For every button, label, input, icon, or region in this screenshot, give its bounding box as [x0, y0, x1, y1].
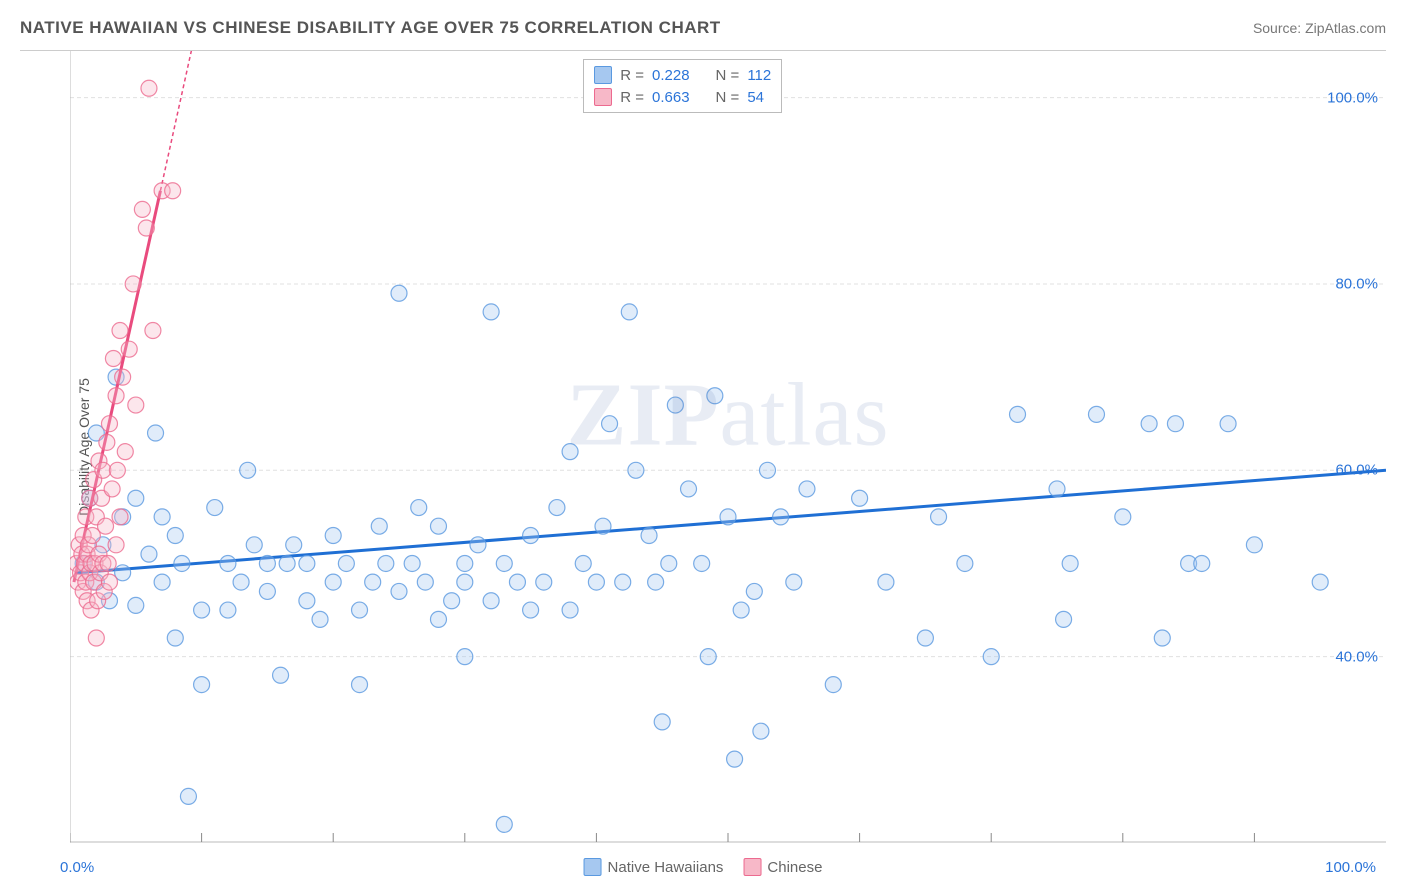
- y-tick-label: 80.0%: [1335, 275, 1378, 292]
- legend-label: Chinese: [767, 859, 822, 876]
- r-label: R =: [620, 67, 644, 84]
- correlation-row-native_hawaiians: R = 0.228 N = 112: [594, 64, 771, 86]
- chart-title: NATIVE HAWAIIAN VS CHINESE DISABILITY AG…: [20, 18, 721, 38]
- swatch-icon: [584, 858, 602, 876]
- n-label: N =: [716, 89, 740, 106]
- source-label: Source:: [1253, 20, 1305, 36]
- plot-area: ZIPatlas R =0.228N =112R =0.663N =54 40.…: [70, 51, 1386, 842]
- swatch-icon: [743, 858, 761, 876]
- x-axis-bar: 0.0% Native Hawaiians Chinese 100.0%: [20, 852, 1386, 882]
- correlation-row-chinese: R = 0.663 N = 54: [594, 86, 771, 108]
- r-label: R =: [620, 89, 644, 106]
- source-value: ZipAtlas.com: [1305, 20, 1386, 36]
- y-tick-label: 60.0%: [1335, 462, 1378, 479]
- swatch-icon: [594, 66, 612, 84]
- scatter-svg: [70, 51, 1386, 843]
- n-value: 112: [747, 67, 771, 84]
- x-axis-min-label: 0.0%: [60, 859, 94, 876]
- y-tick-label: 40.0%: [1335, 648, 1378, 665]
- legend-item-native_hawaiians: Native Hawaiians: [584, 858, 724, 876]
- x-axis-max-label: 100.0%: [1325, 859, 1376, 876]
- chart-area: Disability Age Over 75 ZIPatlas R =0.228…: [20, 50, 1386, 842]
- legend-item-chinese: Chinese: [743, 858, 822, 876]
- n-label: N =: [716, 67, 740, 84]
- correlation-legend: R = 0.228 N = 112 R = 0.663 N = 54: [583, 59, 782, 113]
- n-value: 54: [747, 89, 764, 106]
- source-attribution: Source: ZipAtlas.com: [1253, 20, 1386, 36]
- r-value: 0.228: [652, 67, 690, 84]
- series-legend: Native Hawaiians Chinese: [584, 858, 823, 876]
- legend-label: Native Hawaiians: [608, 859, 724, 876]
- y-tick-label: 100.0%: [1327, 89, 1378, 106]
- swatch-icon: [594, 88, 612, 106]
- r-value: 0.663: [652, 89, 690, 106]
